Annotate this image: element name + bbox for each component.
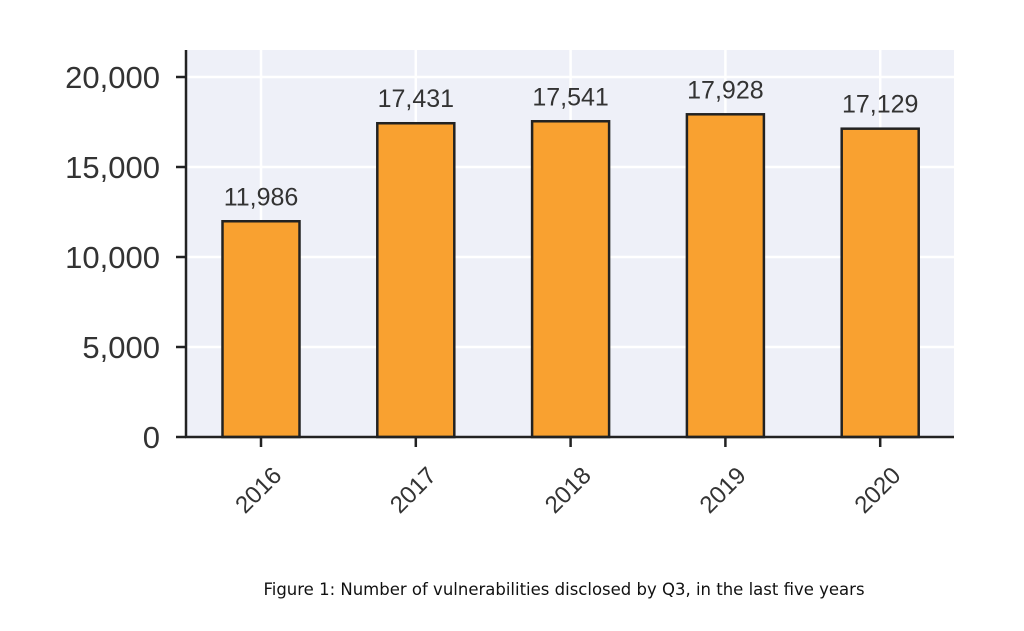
data-label-2018: 17,541 bbox=[532, 83, 608, 111]
x-tick-label-2020: 2020 bbox=[849, 462, 906, 519]
y-axis-ticks: 0 5,000 10,000 15,000 20,000 bbox=[65, 60, 186, 455]
bars bbox=[221, 113, 920, 439]
x-tick-label-2019: 2019 bbox=[695, 462, 752, 519]
bar-2017 bbox=[376, 121, 456, 439]
data-label-2020: 17,129 bbox=[842, 91, 918, 119]
y-tick-label: 10,000 bbox=[65, 240, 160, 275]
y-tick-label: 0 bbox=[143, 420, 160, 455]
bar-2019 bbox=[685, 113, 766, 439]
x-axis-ticks: 2016 2017 2018 2019 2020 bbox=[230, 437, 906, 519]
data-label-2017: 17,431 bbox=[378, 85, 454, 113]
bar-chart: 11,986 17,431 17,541 17,928 17,129 0 5,000 10,… bbox=[65, 50, 954, 519]
data-label-2016: 11,986 bbox=[224, 183, 299, 211]
bar-2020 bbox=[840, 127, 920, 439]
x-tick-label-2016: 2016 bbox=[230, 462, 287, 519]
bar-2016 bbox=[221, 220, 301, 439]
data-label-2019: 17,928 bbox=[687, 76, 763, 104]
y-tick-label: 5,000 bbox=[82, 330, 160, 365]
bar-2018 bbox=[530, 120, 611, 439]
x-tick-label-2017: 2017 bbox=[385, 462, 442, 519]
data-labels: 11,986 17,431 17,541 17,928 17,129 bbox=[224, 76, 919, 211]
y-tick-label: 20,000 bbox=[65, 60, 160, 95]
x-tick-label-2018: 2018 bbox=[540, 462, 597, 519]
figure-caption: Figure 1: Number of vulnerabilities disc… bbox=[263, 580, 865, 599]
y-tick-label: 15,000 bbox=[65, 150, 160, 185]
